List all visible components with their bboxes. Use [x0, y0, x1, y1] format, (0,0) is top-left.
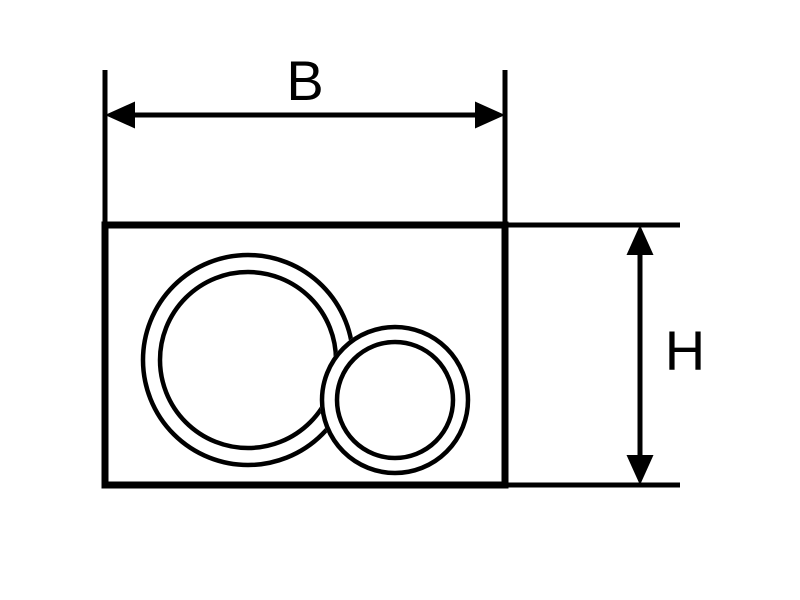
- small-button: [320, 325, 471, 476]
- width-label: B: [286, 49, 323, 112]
- height-label: H: [665, 319, 705, 382]
- height-dimension: H: [505, 225, 705, 485]
- technical-drawing: B H: [0, 0, 800, 600]
- width-dimension: B: [105, 49, 505, 225]
